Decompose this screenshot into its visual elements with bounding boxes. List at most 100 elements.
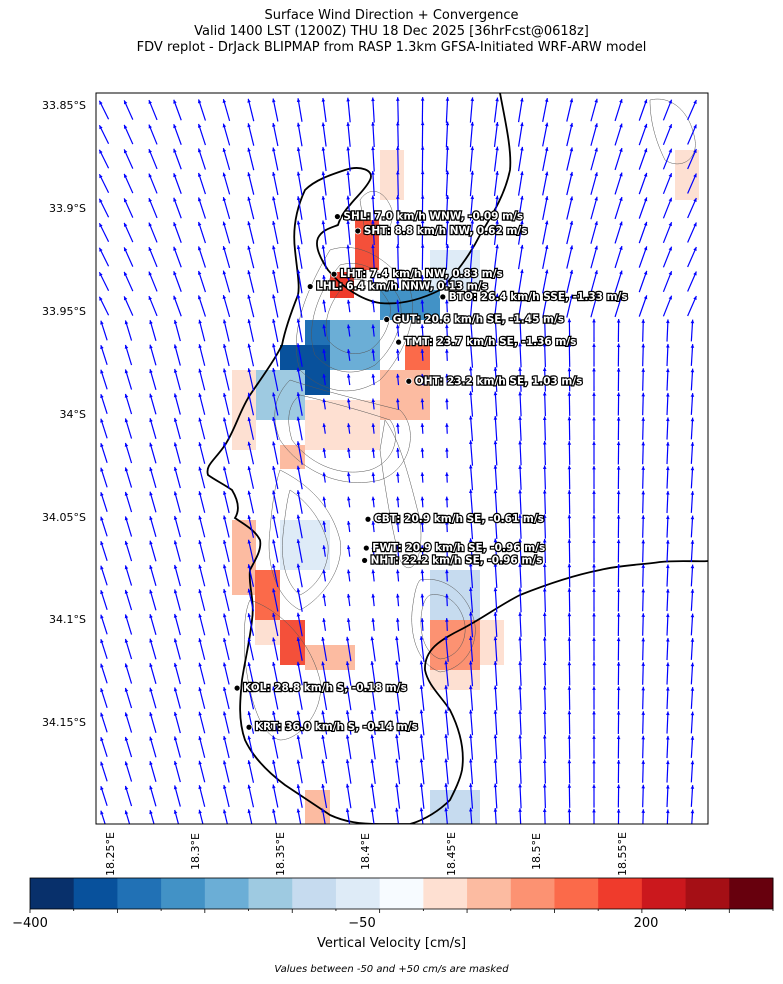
- wind-arrow-head: [124, 712, 129, 717]
- wind-arrow: [347, 146, 351, 172]
- wind-arrow-head: [594, 172, 598, 177]
- wind-arrow-head: [148, 247, 152, 252]
- wind-arrow-head: [468, 317, 473, 322]
- wind-arrow-head: [468, 538, 473, 543]
- wind-arrow-head: [173, 271, 177, 276]
- wind-arrow-head: [518, 318, 522, 322]
- wind-arrow-head: [99, 296, 103, 301]
- wind-arrow: [397, 146, 399, 172]
- wind-arrow-head: [420, 324, 425, 329]
- wind-arrow: [494, 661, 498, 686]
- wind-arrow-head: [345, 636, 350, 641]
- wind-arrow: [690, 662, 694, 685]
- wind-arrow: [642, 588, 644, 612]
- wind-arrow: [297, 735, 303, 759]
- wind-arrow: [469, 440, 474, 466]
- wind-arrow-head: [520, 244, 524, 249]
- wind-arrow-head: [149, 589, 153, 594]
- wind-arrow-head: [666, 490, 670, 495]
- wind-arrow-head: [468, 611, 473, 616]
- wind-arrow: [297, 588, 303, 612]
- wind-arrow: [347, 122, 351, 147]
- wind-arrow: [662, 197, 673, 219]
- wind-arrow-head: [445, 244, 450, 248]
- wind-arrow: [420, 807, 424, 824]
- wind-arrow: [321, 710, 328, 735]
- wind-arrow: [690, 417, 694, 440]
- wind-arrow-head: [641, 711, 646, 715]
- wind-arrow: [666, 711, 669, 734]
- wind-arrow-head: [198, 417, 202, 422]
- wind-arrow: [395, 758, 401, 785]
- wind-arrow: [222, 98, 231, 122]
- wind-arrow-head: [569, 147, 574, 152]
- wind-arrow-head: [420, 97, 425, 101]
- wind-arrow-head: [493, 661, 498, 665]
- wind-arrow-head: [198, 785, 202, 790]
- wind-arrow: [297, 612, 303, 637]
- wind-arrow-head: [666, 368, 670, 373]
- wind-arrow-head: [173, 393, 178, 398]
- wind-arrow-head: [321, 195, 326, 200]
- wind-arrow: [297, 147, 303, 171]
- wind-arrow: [198, 785, 206, 807]
- wind-arrow: [272, 710, 279, 735]
- wind-arrow: [247, 490, 255, 514]
- lat-label-5: 34.05°S: [42, 511, 86, 524]
- wind-arrow-head: [197, 221, 202, 226]
- wind-arrow: [519, 808, 522, 824]
- station-label: KOL: 28.8 km/h S, -0.18 m/s: [243, 682, 407, 694]
- wind-arrow: [198, 589, 206, 611]
- wind-arrow-head: [222, 368, 227, 373]
- wind-arrow-head: [322, 448, 327, 452]
- station-marker: [354, 227, 362, 235]
- wind-arrow: [445, 709, 449, 736]
- wind-arrow: [197, 123, 207, 146]
- wind-arrow: [174, 613, 181, 636]
- wind-arrow: [247, 294, 255, 318]
- station-label: NHT: 22.2 km/h SE, -0.96 m/s: [371, 554, 543, 566]
- wind-arrow-head: [99, 149, 103, 154]
- wind-arrow: [544, 391, 546, 417]
- wind-arrow-head: [419, 758, 424, 763]
- wind-arrow-head: [100, 786, 104, 791]
- wind-arrow-head: [247, 294, 251, 299]
- wind-arrow-head: [666, 564, 670, 569]
- wind-arrow-head: [444, 783, 448, 787]
- wind-arrow-head: [222, 319, 227, 324]
- wind-arrow-head: [666, 392, 670, 397]
- wind-arrow-head: [444, 734, 448, 738]
- wind-arrow-head: [567, 441, 572, 445]
- wind-arrow: [149, 785, 157, 807]
- wind-arrow-head: [619, 172, 623, 177]
- wind-arrow-head: [149, 736, 153, 741]
- wind-arrow-head: [272, 809, 276, 813]
- wind-arrow-head: [247, 637, 252, 642]
- wind-arrow-head: [396, 472, 400, 477]
- wind-arrow-head: [445, 299, 449, 304]
- wind-arrow-head: [124, 491, 129, 496]
- wind-arrow: [690, 564, 694, 587]
- wind-arrow: [297, 661, 303, 686]
- wind-arrow: [469, 170, 474, 197]
- wind-arrow-head: [592, 735, 596, 739]
- wind-arrow-head: [173, 246, 177, 251]
- wind-arrow: [198, 417, 206, 440]
- wind-arrow-head: [518, 563, 522, 567]
- wind-arrow: [297, 318, 303, 343]
- wind-arrow: [247, 245, 255, 269]
- station-markers: SHL: 7.0 km/h WNW, -0.09 m/s SHT: 8.8 km/…: [233, 209, 629, 734]
- wind-arrow-head: [420, 593, 425, 598]
- wind-arrow: [494, 465, 498, 490]
- wind-arrow-head: [445, 398, 449, 403]
- wind-arrow: [469, 146, 474, 172]
- wind-arrow-head: [693, 124, 697, 129]
- wind-arrow-head: [395, 569, 400, 574]
- wind-arrow: [690, 319, 694, 342]
- wind-arrow: [420, 709, 425, 736]
- wind-arrow-head: [100, 345, 104, 350]
- wind-arrow: [174, 368, 181, 391]
- wind-arrow-head: [346, 275, 351, 279]
- wind-arrow-head: [247, 784, 252, 789]
- wind-arrow: [174, 393, 181, 415]
